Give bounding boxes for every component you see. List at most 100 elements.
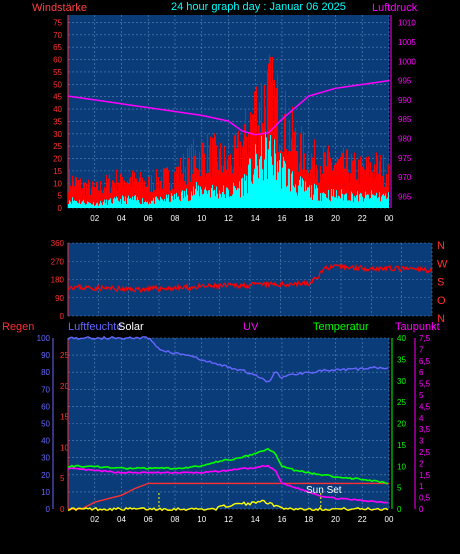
pressure-tick-label: 1005	[398, 38, 416, 47]
wind-pressure-panel: 0 5 10 15 20 25 30 35 40 45 50 55 60 65 70 75 965 970 975 9…	[53, 15, 416, 223]
rain-label: Regen	[2, 321, 34, 333]
temperature-line	[67, 447, 389, 485]
pressure-tick-label: 995	[398, 77, 412, 86]
x-tick-label: 12	[224, 515, 233, 524]
wind-axis-label: Windstärke	[32, 2, 87, 14]
wind-tick-label: 55	[53, 68, 62, 77]
solar-label: Solar	[118, 321, 144, 333]
uv-tick-label: 4	[419, 414, 424, 423]
x-tick-label: 04	[117, 515, 126, 524]
wind-tick-label: 30	[53, 130, 62, 139]
wind-tick-label: 10	[53, 179, 62, 188]
pressure-tick-label: 1010	[398, 19, 416, 28]
wind-tick-label: 45	[53, 93, 62, 102]
temperature-tick-label: 15	[397, 441, 406, 450]
wind-tick-label: 70	[53, 31, 62, 40]
uv-tick-label: 4,5	[419, 402, 431, 411]
rain-tick-label: 15	[60, 413, 69, 422]
temperature-tick-label: 0	[397, 505, 402, 514]
x-tick-label: 14	[251, 515, 260, 524]
uv-tick-label: 5,5	[419, 380, 431, 389]
temperature-label: Temperatur	[313, 321, 369, 333]
uv-tick-label: 3,5	[419, 425, 431, 434]
humidity-tick-label: 0	[46, 505, 51, 514]
wind-tick-label: 50	[53, 80, 62, 89]
x-tick-label: 16	[278, 214, 287, 223]
uv-tick-label: 2,5	[419, 448, 431, 457]
x-tick-label: 22	[358, 214, 367, 223]
wind-tick-label: 5	[58, 192, 63, 201]
x-tick-label: 12	[224, 214, 233, 223]
x-tick-label: 20	[331, 214, 340, 223]
wind-tick-label: 15	[53, 167, 62, 176]
humidity-tick-label: 50	[41, 420, 50, 429]
x-tick-label: 08	[171, 214, 180, 223]
humidity-label: Luftfeuchte	[68, 321, 122, 333]
chart-title: 24 hour graph day : Januar 06 2025	[171, 1, 346, 13]
pressure-axis-label: Luftdruck	[372, 2, 418, 14]
temperature-tick-label: 20	[397, 420, 406, 429]
x-tick-label: 02	[90, 214, 99, 223]
pressure-tick-label: 965	[398, 192, 412, 201]
pressure-tick-label: 990	[398, 96, 412, 105]
pressure-tick-label: 970	[398, 173, 412, 182]
wind-tick-label: 35	[53, 117, 62, 126]
humidity-tick-label: 90	[41, 351, 50, 360]
uv-tick-label: 6,5	[419, 357, 431, 366]
direction-line	[68, 263, 433, 293]
temperature-tick-label: 30	[397, 377, 406, 386]
x-tick-label: 10	[197, 214, 206, 223]
pressure-tick-label: 980	[398, 135, 412, 144]
uv-label: UV	[243, 321, 259, 333]
compass-label: N	[437, 313, 445, 325]
x-tick-label: 18	[304, 515, 313, 524]
x-tick-label: 04	[117, 214, 126, 223]
temperature-tick-label: 10	[397, 462, 406, 471]
compass-label: W	[437, 258, 448, 270]
x-tick-label: 00	[385, 214, 394, 223]
humidity-tick-label: 60	[41, 402, 50, 411]
uv-tick-label: 1	[419, 482, 424, 491]
x-tick-label: 06	[144, 214, 153, 223]
pressure-tick-label: 975	[398, 154, 412, 163]
direction-tick-label: 360	[51, 239, 65, 248]
temperature-tick-label: 5	[397, 484, 402, 493]
humidity-tick-label: 80	[41, 368, 50, 377]
compass-label: S	[437, 277, 444, 289]
temperature-tick-label: 35	[397, 355, 406, 364]
x-tick-label: 02	[90, 515, 99, 524]
x-tick-label: 08	[171, 515, 180, 524]
rain-tick-label: 0	[60, 505, 65, 514]
rain-line	[68, 482, 389, 510]
wind-tick-label: 20	[53, 155, 62, 164]
pressure-tick-label: 985	[398, 115, 412, 124]
uv-tick-label: 0,5	[419, 494, 431, 503]
uv-tick-label: 1,5	[419, 471, 431, 480]
wind-tick-label: 75	[53, 18, 62, 27]
uv-tick-label: 7,5	[419, 334, 431, 343]
rain-tick-label: 20	[60, 382, 69, 391]
pressure-tick-label: 1000	[398, 57, 416, 66]
humidity-tick-label: 40	[41, 437, 50, 446]
wind-tick-label: 60	[53, 56, 62, 65]
temperature-tick-label: 40	[397, 334, 406, 343]
rain-tick-label: 25	[60, 351, 69, 360]
x-tick-label: 10	[197, 515, 206, 524]
x-tick-label: 00	[385, 515, 394, 524]
sunset-label: Sun Set	[306, 485, 342, 496]
uv-line	[67, 499, 389, 512]
dewpoint-line	[67, 464, 389, 504]
compass-label: O	[437, 295, 446, 307]
direction-tick-label: 180	[51, 276, 65, 285]
rain-tick-label: 5	[60, 474, 65, 483]
wind-tick-label: 40	[53, 105, 62, 114]
humidity-tick-label: 100	[37, 334, 51, 343]
direction-tick-label: 270	[51, 257, 65, 266]
uv-tick-label: 7	[419, 345, 424, 354]
compass-label: N	[437, 240, 445, 252]
uv-tick-label: 2	[419, 459, 424, 468]
direction-tick-label: 90	[55, 294, 64, 303]
humidity-tick-label: 10	[41, 488, 50, 497]
